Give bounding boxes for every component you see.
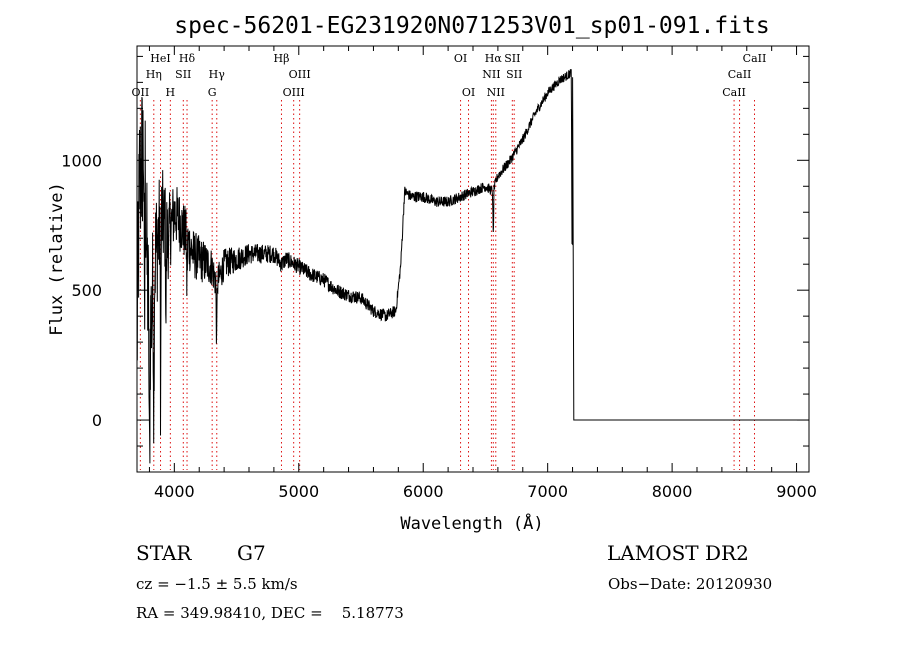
emission-line-label: HeI [150, 52, 170, 65]
emission-line-label: Hη [146, 68, 162, 81]
emission-line-label: Hα [485, 52, 503, 65]
redshift-text: cz = −1.5 ± 5.5 km/s [136, 575, 298, 593]
emission-line-label: H [166, 86, 176, 99]
x-tick-label: 7000 [527, 482, 568, 501]
emission-line-label: NII [482, 68, 500, 81]
object-class: STAR [136, 541, 192, 565]
y-tick-label: 500 [71, 281, 102, 300]
object-subclass: G7 [237, 541, 266, 565]
y-tick-label: 0 [92, 411, 102, 430]
emission-line-label: OIII [283, 86, 305, 99]
emission-line-label: SII [506, 68, 522, 81]
x-tick-label: 5000 [278, 482, 319, 501]
chart-title: spec-56201-EG231920N071253V01_sp01-091.f… [174, 13, 769, 39]
x-tick-label: 6000 [403, 482, 444, 501]
emission-line-markers: OIIHηHeIHSIIHδGHγHβOIIIOIIIOIOINIIHαNIIS… [132, 52, 767, 470]
emission-line-label: OII [132, 86, 150, 99]
emission-line-label: NII [487, 86, 505, 99]
x-tick-label: 9000 [776, 482, 817, 501]
emission-line-label: SII [175, 68, 191, 81]
y-axis-label: Flux (relative) [47, 182, 67, 336]
emission-line-label: Hβ [274, 52, 290, 65]
emission-line-label: CaII [743, 52, 767, 65]
emission-line-label: OIII [289, 68, 311, 81]
x-tick-label: 8000 [652, 482, 693, 501]
emission-line-label: Hδ [179, 52, 196, 65]
coordinates-text: RA = 349.98410, DEC = 5.18773 [136, 604, 404, 622]
emission-line-label: Hγ [209, 68, 226, 81]
survey-name: LAMOST DR2 [607, 541, 749, 565]
emission-line-label: OI [462, 86, 475, 99]
emission-line-label: CaII [728, 68, 752, 81]
y-tick-label: 1000 [61, 151, 102, 170]
emission-line-label: OI [454, 52, 467, 65]
emission-line-label: G [208, 86, 217, 99]
observation-date: Obs−Date: 20120930 [608, 575, 773, 593]
spectrum-line [136, 69, 809, 464]
x-tick-label: 4000 [154, 482, 195, 501]
axis-ticks: 4000 5000 6000 7000 8000 9000 0 500 1000 [61, 46, 817, 501]
emission-line-label: SII [504, 52, 520, 65]
x-axis-label: Wavelength (Å) [400, 512, 543, 534]
emission-line-label: CaII [722, 86, 746, 99]
